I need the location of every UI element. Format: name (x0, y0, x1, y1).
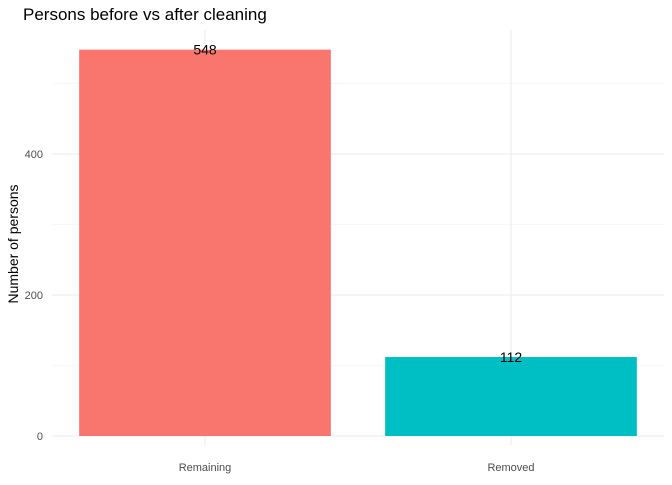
y-tick-label: 200 (25, 290, 43, 302)
bars (79, 49, 637, 436)
x-axis-ticks: Remaining Removed (179, 462, 535, 474)
x-tick-label: Remaining (179, 462, 232, 474)
y-axis-title: Number of persons (5, 184, 21, 303)
y-tick-label: 0 (37, 431, 43, 443)
data-label-remaining: 548 (193, 42, 217, 58)
y-tick-label: 400 (25, 149, 43, 161)
x-tick-label: Removed (487, 462, 534, 474)
bar-removed (385, 357, 637, 436)
bar-remaining (79, 49, 331, 436)
y-axis-ticks: 0 200 400 (25, 149, 43, 443)
data-label-removed: 112 (500, 349, 523, 365)
chart-title: Persons before vs after cleaning (23, 5, 267, 24)
data-labels: 548 112 (193, 42, 522, 365)
